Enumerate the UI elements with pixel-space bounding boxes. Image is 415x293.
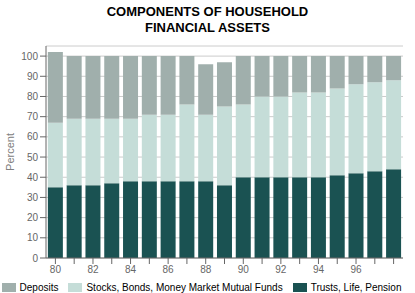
svg-text:50: 50 — [27, 152, 39, 163]
html-text:Stocks, Bonds, Money Market Mu: Stocks, Bonds, Money Market Mutual Funds — [86, 282, 283, 293]
html-text:COMPONENTS OF HOUSEHOLD: COMPONENTS OF HOUSEHOLD — [106, 4, 309, 19]
svg-text:30: 30 — [27, 192, 39, 203]
svg-text:Percent: Percent — [8, 133, 16, 171]
html-text:FINANCIAL ASSETS: FINANCIAL ASSETS — [145, 20, 270, 35]
svg-text:90: 90 — [27, 71, 39, 82]
svg-text:20: 20 — [27, 212, 39, 223]
html-text:Trusts, Life, Pension: Trusts, Life, Pension — [310, 282, 402, 293]
svg-text:86: 86 — [163, 264, 175, 275]
svg-text:80: 80 — [27, 91, 39, 102]
svg-text:92: 92 — [275, 264, 287, 275]
svg-text:60: 60 — [27, 131, 39, 142]
svg-text:40: 40 — [27, 172, 39, 183]
svg-text:94: 94 — [313, 264, 325, 275]
svg-text:84: 84 — [125, 264, 137, 275]
svg-text:80: 80 — [50, 264, 62, 275]
html-text:Deposits: Deposits — [19, 282, 59, 293]
svg-text:100: 100 — [21, 51, 38, 62]
svg-text:82: 82 — [87, 264, 99, 275]
svg-text:96: 96 — [350, 264, 362, 275]
svg-text:70: 70 — [27, 111, 39, 122]
svg-text:10: 10 — [27, 232, 39, 243]
svg-text:90: 90 — [238, 264, 250, 275]
svg-text:0: 0 — [32, 253, 38, 264]
svg-text:88: 88 — [200, 264, 212, 275]
